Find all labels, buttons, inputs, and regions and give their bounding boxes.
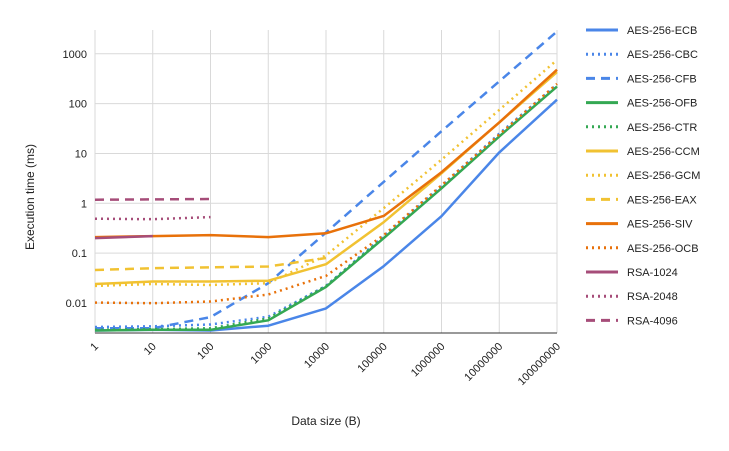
y-axis-title: Execution time (ms)	[23, 144, 37, 250]
legend-label: AES-256-ECB	[627, 25, 697, 37]
x-tick-label: 1000000	[409, 341, 448, 380]
series-line-rsa-4096	[94, 197, 211, 201]
series-line-aes-256-ocb	[94, 82, 558, 305]
series-line-aes-256-siv	[94, 68, 558, 239]
x-axis-title: Data size (B)	[291, 414, 360, 428]
legend-label: AES-256-OCB	[627, 243, 699, 255]
y-tick-label: 1	[81, 198, 87, 210]
legend-item: AES-256-CTR	[586, 122, 697, 134]
legend-item: AES-256-CFB	[586, 73, 697, 85]
legend: AES-256-ECB AES-256-CBC AES-256-CFB AES-256…	[586, 25, 700, 327]
y-tick-label: 10	[75, 148, 87, 160]
x-tick-label: 1	[88, 341, 101, 354]
x-tick-label: 100	[195, 341, 216, 362]
legend-item: AES-256-ECB	[586, 25, 697, 37]
y-tick-label: 0.01	[66, 298, 87, 310]
legend-label: AES-256-EAX	[627, 194, 697, 206]
series-line-aes-256-ofb	[94, 85, 558, 332]
legend-item: AES-256-CCM	[586, 146, 700, 158]
legend-item: AES-256-CBC	[586, 49, 698, 61]
y-tick-label: 0.1	[72, 248, 87, 260]
legend-item: AES-256-OFB	[586, 98, 697, 110]
legend-label: RSA-2048	[627, 291, 678, 303]
legend-label: AES-256-CBC	[627, 49, 698, 61]
legend-item: RSA-1024	[586, 267, 678, 279]
series-line-rsa-1024	[94, 234, 153, 240]
y-tick-label: 1000	[63, 49, 87, 61]
legend-label: AES-256-SIV	[627, 219, 693, 231]
legend-label: AES-256-CFB	[627, 73, 697, 85]
legend-label: RSA-1024	[627, 267, 678, 279]
series-line-aes-256-ctr	[94, 84, 558, 332]
x-tick-label: 100000000	[516, 341, 563, 388]
legend-item: AES-256-SIV	[586, 219, 693, 231]
x-tick-label: 10000000	[462, 341, 505, 384]
legend-label: AES-256-OFB	[627, 98, 697, 110]
legend-item: RSA-2048	[586, 291, 678, 303]
legend-label: AES-256-CTR	[627, 122, 697, 134]
series-line-aes-256-gcm	[94, 59, 558, 288]
x-tick-label: 100000	[355, 341, 389, 375]
series-line-aes-256-eax	[94, 256, 327, 272]
x-tick-label: 10000	[302, 341, 332, 371]
series-line-rsa-2048	[94, 215, 211, 221]
series-lines	[94, 30, 558, 332]
x-tick-label: 1000	[249, 341, 275, 367]
legend-item: AES-256-EAX	[586, 194, 697, 206]
x-tick-label: 10	[142, 341, 159, 358]
legend-item: AES-256-OCB	[586, 243, 699, 255]
y-tick-label: 100	[69, 99, 87, 111]
legend-item: RSA-4096	[586, 315, 678, 327]
legend-label: AES-256-CCM	[627, 146, 700, 158]
legend-item: AES-256-GCM	[586, 170, 700, 182]
legend-label: AES-256-GCM	[627, 170, 700, 182]
legend-label: RSA-4096	[627, 315, 678, 327]
